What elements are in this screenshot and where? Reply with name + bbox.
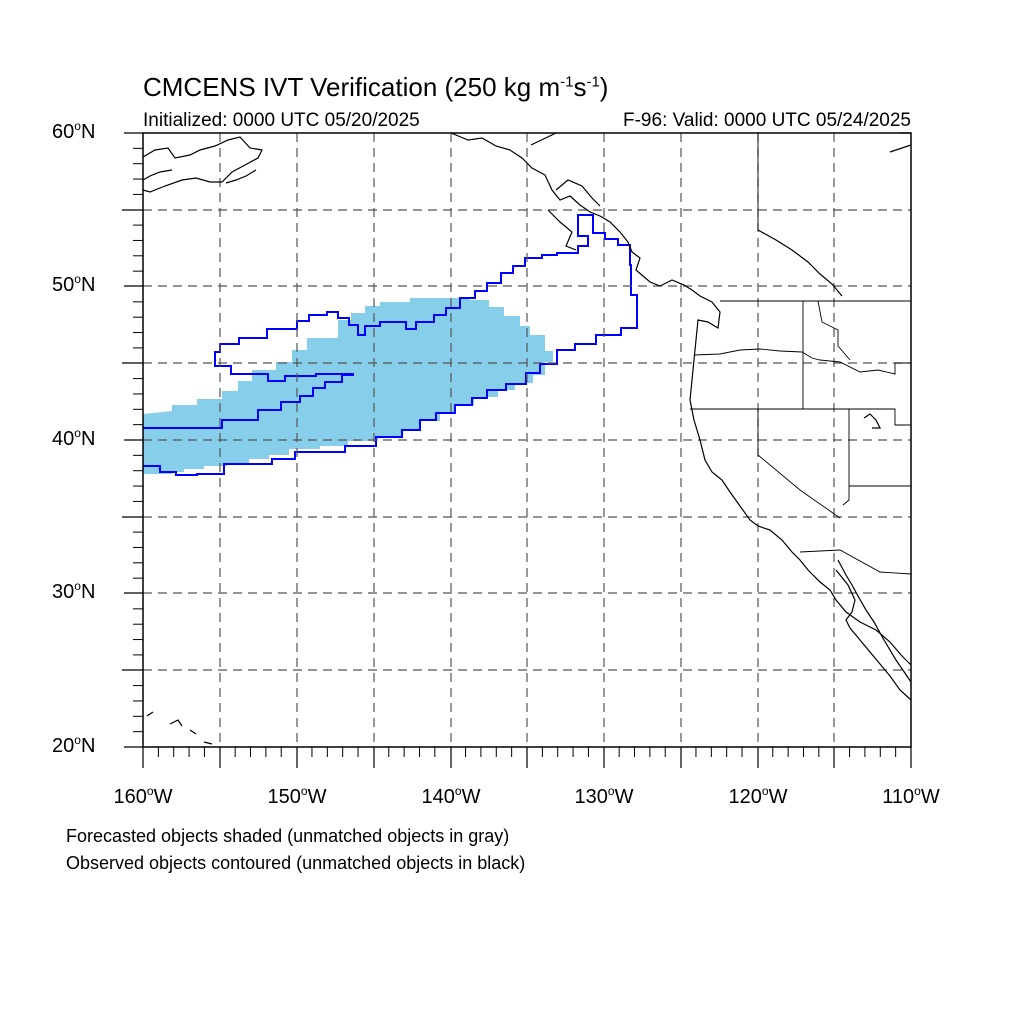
lon-label-160: 160oW xyxy=(113,784,173,808)
axis-ticks xyxy=(122,132,912,768)
forecast-object xyxy=(143,298,553,474)
lon-label-130: 130oW xyxy=(574,784,634,808)
minor-ticks xyxy=(133,147,897,757)
political-borders xyxy=(690,133,912,575)
lon-label-140: 140oW xyxy=(421,784,481,808)
lat-label-30: 30oN xyxy=(52,579,96,603)
lat-label-50: 50oN xyxy=(52,272,96,296)
chart-title: CMCENS IVT Verification (250 kg m-1s-1) xyxy=(143,72,609,102)
valid-time: F-96: Valid: 0000 UTC 05/24/2025 xyxy=(623,110,911,131)
lat-label-60: 60oN xyxy=(52,119,96,143)
coastlines xyxy=(142,132,912,745)
lon-label-150: 150oW xyxy=(267,784,327,808)
lat-label-20: 20oN xyxy=(52,733,96,757)
initialized-time: Initialized: 0000 UTC 05/20/2025 xyxy=(143,110,420,131)
lon-label-120: 120oW xyxy=(728,784,788,808)
forecast-legend-note: Forecasted objects shaded (unmatched obj… xyxy=(66,826,510,846)
lon-label-110: 110oW xyxy=(882,784,940,808)
observed-contour-north xyxy=(143,214,638,476)
observed-legend-note: Observed objects contoured (unmatched ob… xyxy=(66,853,526,873)
lat-label-40: 40oN xyxy=(52,426,96,450)
